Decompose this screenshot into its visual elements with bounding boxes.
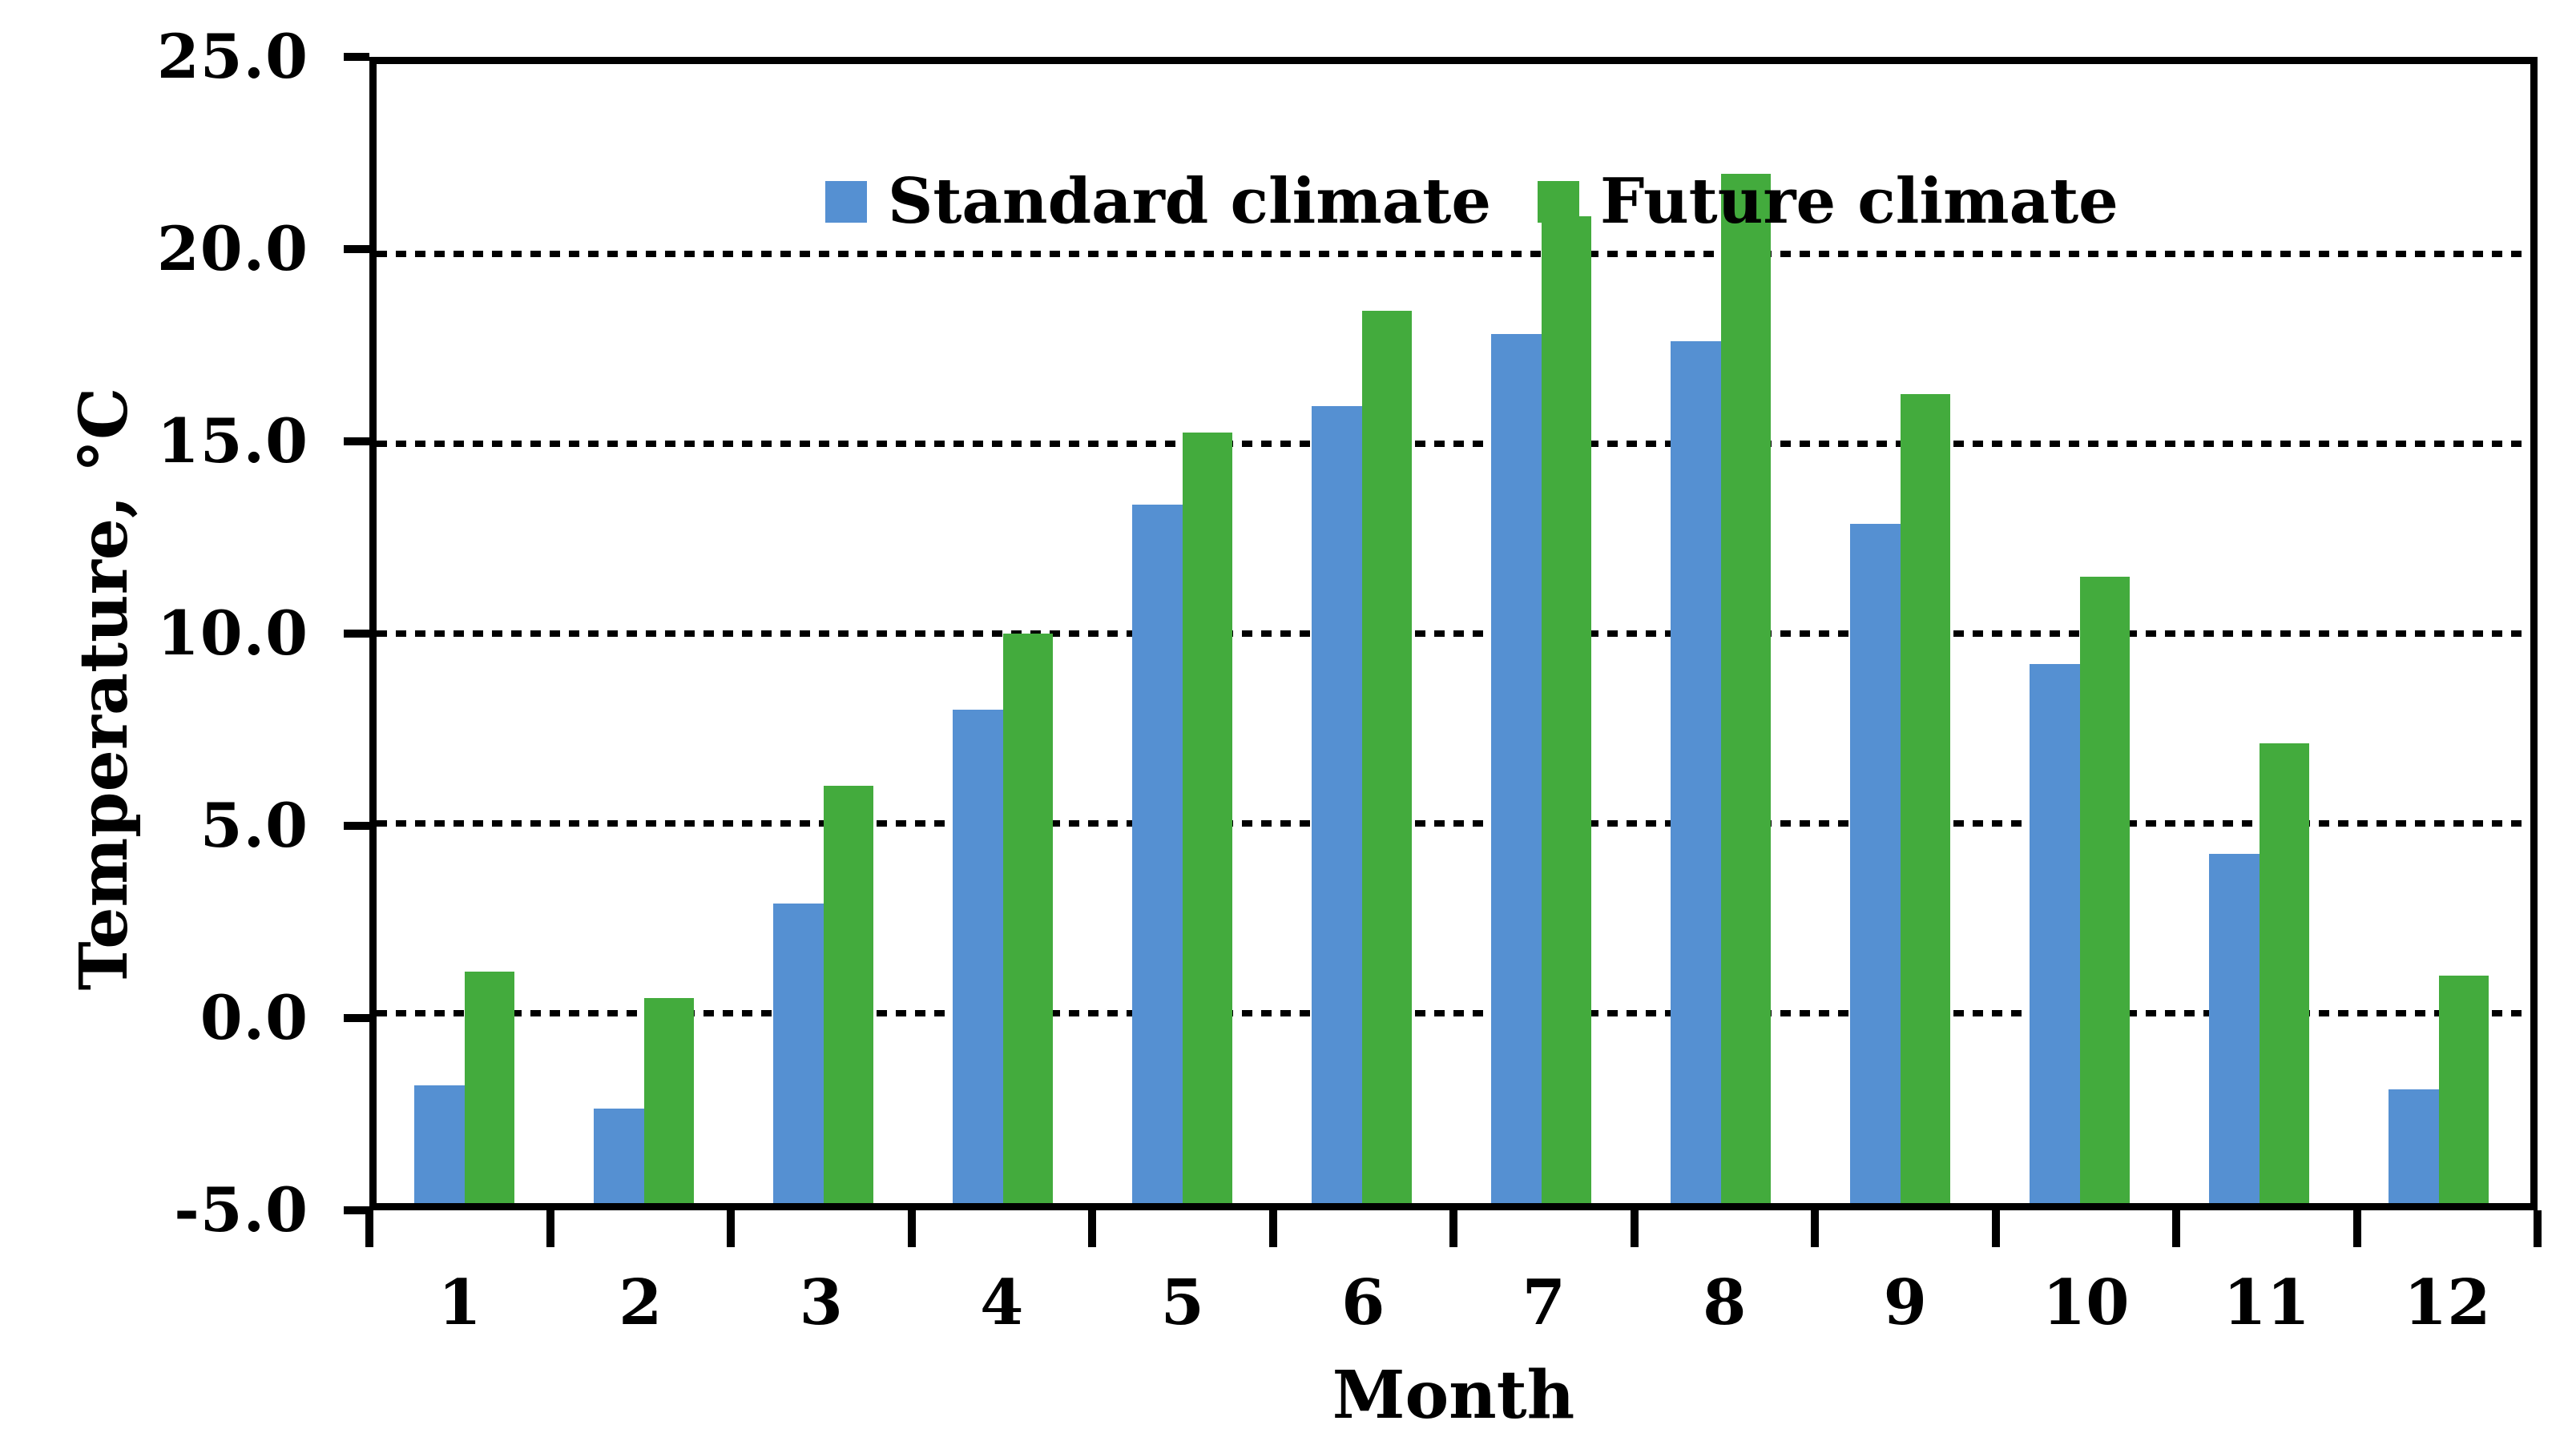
bar-future-month-7 xyxy=(1541,215,1592,1203)
x-tick-1 xyxy=(546,1210,554,1247)
gridline-15 xyxy=(377,440,2530,447)
legend-entry-standard-climate: Standard climate xyxy=(825,165,1491,239)
gridline-20 xyxy=(377,250,2530,257)
y-tick-25 xyxy=(344,53,369,61)
bar-future-month-5 xyxy=(1182,432,1233,1203)
x-tick-label-12: 12 xyxy=(2403,1266,2491,1339)
legend: Standard climate Future climate xyxy=(825,165,2118,239)
y-tick-label-0: 0.0 xyxy=(200,982,308,1053)
x-tick-label-1: 1 xyxy=(437,1266,482,1339)
legend-entry-future-climate: Future climate xyxy=(1537,165,2118,239)
bar-standard-month-2 xyxy=(594,1108,644,1203)
y-tick-0 xyxy=(344,1014,369,1022)
x-tick-label-5: 5 xyxy=(1160,1266,1204,1339)
gridline-5 xyxy=(377,819,2530,827)
x-tick-8 xyxy=(1811,1210,1819,1247)
plot-area: Standard climate Future climate xyxy=(369,57,2538,1210)
x-tick-label-10: 10 xyxy=(2042,1266,2130,1339)
bar-future-month-8 xyxy=(1720,174,1772,1203)
x-tick-label-7: 7 xyxy=(1522,1266,1566,1339)
plot-area-inner xyxy=(377,64,2530,1203)
legend-swatch-future-climate xyxy=(1537,181,1579,223)
gridline-0 xyxy=(377,1010,2530,1016)
x-tick-0 xyxy=(365,1210,373,1247)
bar-future-month-2 xyxy=(643,998,695,1203)
x-tick-label-2: 2 xyxy=(619,1266,663,1339)
x-tick-4 xyxy=(1088,1210,1096,1247)
x-axis-title: Month xyxy=(1332,1357,1575,1434)
x-tick-2 xyxy=(727,1210,735,1247)
y-tick-label-20: 20.0 xyxy=(156,213,308,284)
bar-future-month-4 xyxy=(1002,634,1054,1203)
y-tick-label-15: 15.0 xyxy=(156,405,308,477)
bar-future-month-10 xyxy=(2079,576,2131,1203)
bar-standard-month-4 xyxy=(953,709,1003,1203)
y-tick-10 xyxy=(344,630,369,638)
bar-standard-month-12 xyxy=(2389,1089,2439,1203)
bar-future-month-6 xyxy=(1361,311,1413,1203)
x-tick-label-9: 9 xyxy=(1883,1266,1927,1339)
bar-future-month-11 xyxy=(2259,743,2310,1203)
y-tick-label-25: 25.0 xyxy=(156,21,308,92)
x-tick-label-8: 8 xyxy=(1703,1266,1747,1339)
x-tick-10 xyxy=(2172,1210,2180,1247)
bar-standard-month-10 xyxy=(2030,663,2080,1203)
x-tick-3 xyxy=(907,1210,916,1247)
bar-standard-month-5 xyxy=(1132,504,1183,1203)
x-tick-9 xyxy=(1991,1210,2000,1247)
bar-standard-month-7 xyxy=(1491,333,1542,1203)
bar-standard-month-9 xyxy=(1850,523,1901,1203)
x-tick-label-3: 3 xyxy=(799,1266,843,1339)
y-tick--5 xyxy=(344,1206,369,1214)
y-tick-label-10: 10.0 xyxy=(156,598,308,669)
x-tick-label-11: 11 xyxy=(2223,1266,2311,1339)
y-tick-20 xyxy=(344,245,369,253)
x-tick-label-6: 6 xyxy=(1341,1266,1385,1339)
legend-label-standard-climate: Standard climate xyxy=(888,165,1491,238)
y-axis-title: Temperature, °C xyxy=(66,387,143,991)
y-tick-15 xyxy=(344,437,369,445)
x-tick-11 xyxy=(2352,1210,2361,1247)
bar-standard-month-8 xyxy=(1671,341,1721,1203)
bar-standard-month-11 xyxy=(2209,853,2260,1203)
legend-swatch-standard-climate xyxy=(825,181,867,223)
x-tick-5 xyxy=(1268,1210,1277,1247)
x-tick-12 xyxy=(2534,1210,2542,1247)
x-tick-label-4: 4 xyxy=(980,1266,1024,1339)
x-tick-7 xyxy=(1630,1210,1639,1247)
y-tick-5 xyxy=(344,822,369,830)
bar-standard-month-1 xyxy=(414,1085,465,1203)
bar-standard-month-3 xyxy=(773,903,824,1203)
y-tick-label--5: -5.0 xyxy=(174,1174,308,1246)
legend-label-future-climate: Future climate xyxy=(1599,165,2118,238)
gridline-10 xyxy=(377,630,2530,637)
bar-standard-month-6 xyxy=(1312,405,1362,1203)
y-tick-label-5: 5.0 xyxy=(200,790,308,861)
bar-future-month-12 xyxy=(2438,975,2489,1203)
bar-future-month-9 xyxy=(1900,394,1951,1203)
bar-future-month-1 xyxy=(464,971,515,1203)
x-tick-6 xyxy=(1449,1210,1457,1247)
bar-future-month-3 xyxy=(823,785,874,1203)
